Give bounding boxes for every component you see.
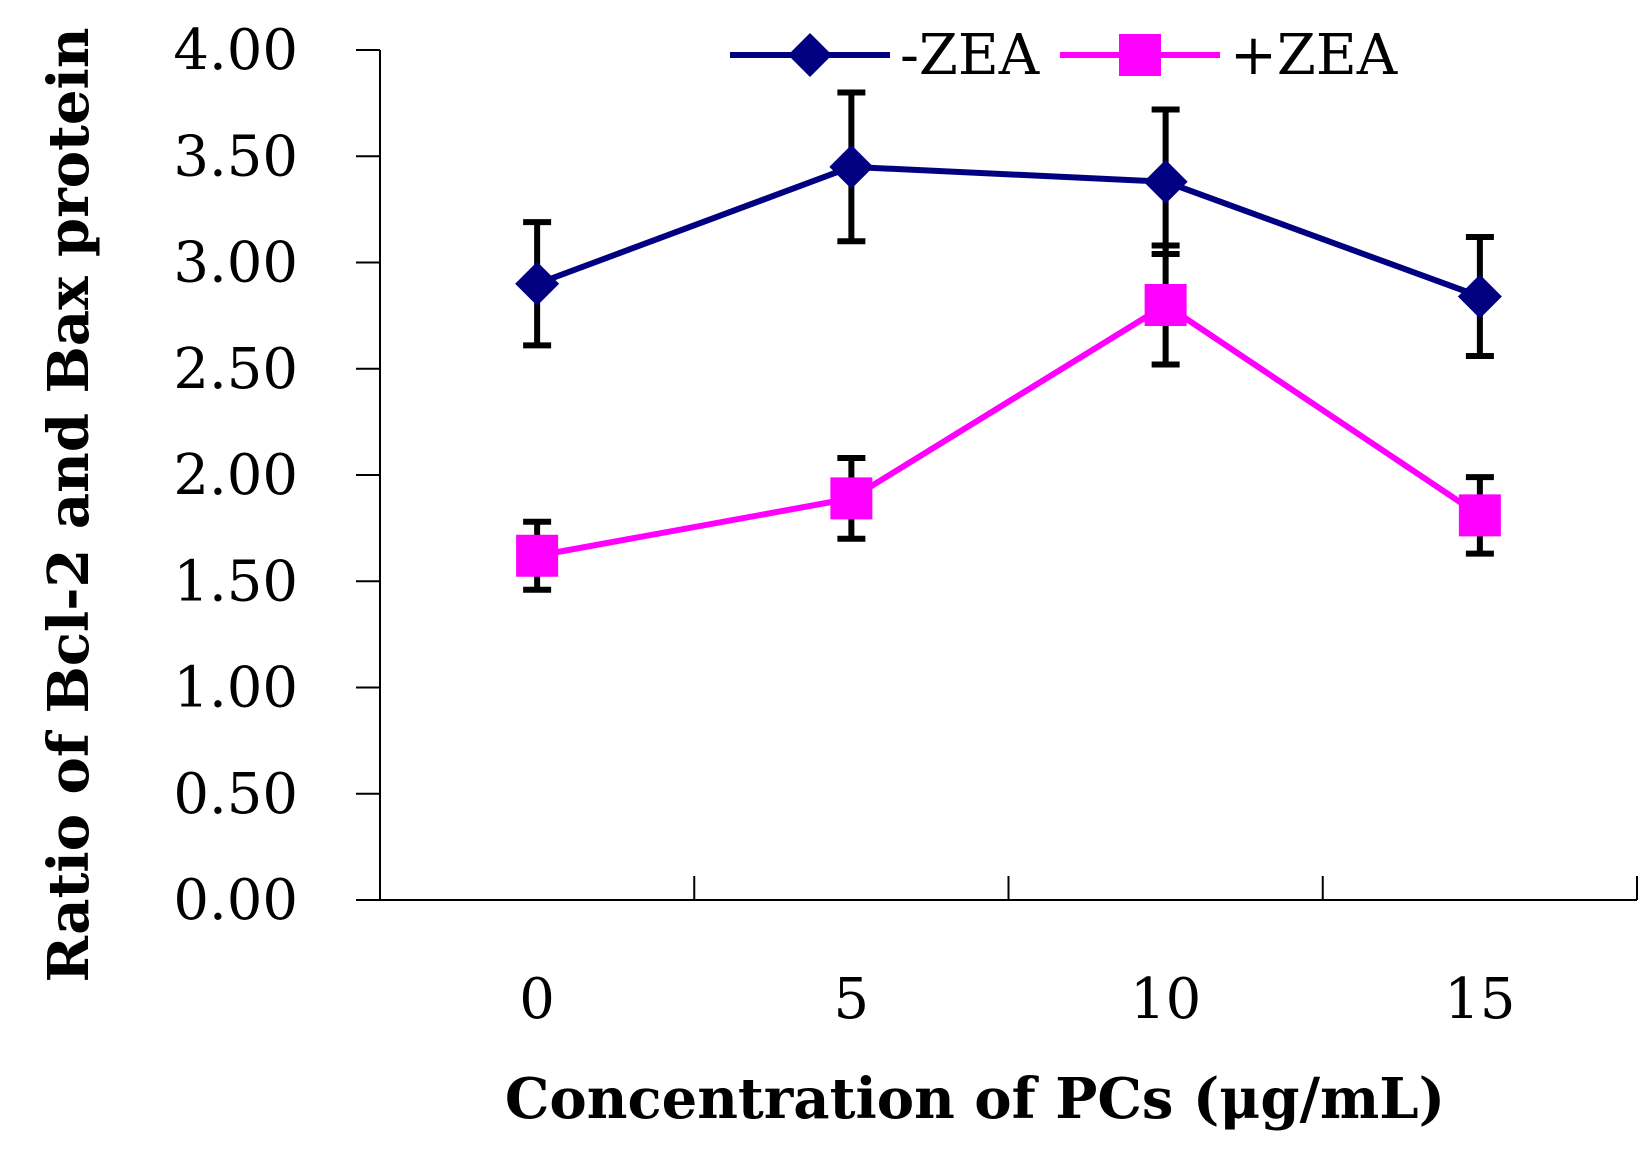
y-axis-title: Ratio of Bcl-2 and Bax protein [36,27,102,982]
series-1 [516,284,1501,577]
data-point [830,477,873,520]
error-bars-1 [523,242,1494,593]
data-point [1144,284,1187,326]
x-tick-label: 10 [1130,967,1201,1032]
data-point [829,144,874,189]
axes: 0.00 0.50 1.00 1.50 2.00 2.50 3.00 3.50 4.00 0 5 10… [173,18,1638,1032]
data-point [516,534,559,577]
y-tick-label: 1.50 [173,549,298,614]
data-point [1458,494,1501,537]
y-tick-label: 3.00 [173,231,298,296]
y-tick-label: 0.00 [173,868,298,933]
y-tick-label: 2.50 [173,337,298,402]
legend: -ZEA +ZEA [730,23,1398,88]
x-tick-label: 15 [1444,967,1515,1032]
y-tick-label: 3.50 [173,124,298,189]
y-tick-label: 0.50 [173,762,298,827]
series-layer [515,89,1502,593]
y-tick-label: 4.00 [173,18,298,83]
x-tick-label: 0 [519,967,555,1032]
data-point [1457,274,1502,319]
x-axis-title: Concentration of PCs (μg/mL) [505,1066,1445,1132]
series-line [536,163,1481,300]
data-point [515,261,560,306]
y-tick-label: 2.00 [173,443,298,508]
y-tick-label: 1.00 [173,656,298,721]
legend-label: -ZEA [900,23,1040,88]
series-0 [515,144,1502,319]
error-bars-0 [523,89,1494,359]
legend-item-1: +ZEA [1060,23,1398,88]
legend-item-0: -ZEA [730,23,1040,88]
data-point [1143,159,1188,204]
series-line [536,301,1482,559]
x-tick-label: 5 [834,967,870,1032]
legend-swatch-marker [1119,34,1161,76]
legend-swatch-marker [788,33,832,77]
legend-label: +ZEA [1230,23,1398,88]
